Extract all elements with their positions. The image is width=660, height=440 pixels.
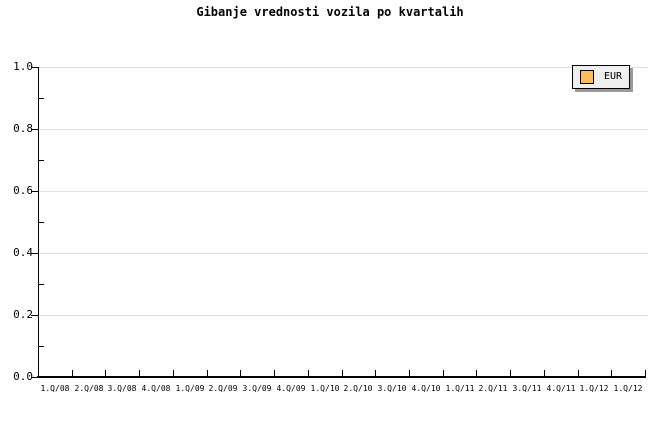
y-axis-major-tick — [31, 315, 38, 316]
x-tick-label: 4.Q/08 — [141, 384, 171, 393]
y-axis-major-tick — [31, 377, 38, 378]
x-axis-tick — [375, 370, 376, 377]
x-tick-label: 1.Q/12 — [579, 384, 609, 393]
y-axis-major-tick — [31, 191, 38, 192]
x-tick-label: 2.Q/08 — [74, 384, 104, 393]
y-axis-major-tick — [31, 67, 38, 68]
gridline — [38, 253, 648, 254]
y-tick-label: 0.2 — [13, 308, 33, 321]
gridline — [38, 67, 648, 68]
x-axis-tick — [476, 370, 477, 377]
x-tick-label: 1.Q/10 — [310, 384, 340, 393]
y-tick-label: 1.0 — [13, 60, 33, 73]
y-tick-label: 0.0 — [13, 370, 33, 383]
x-axis-tick — [308, 370, 309, 377]
y-axis-major-tick — [31, 253, 38, 254]
x-axis-tick — [611, 370, 612, 377]
x-axis-tick — [173, 370, 174, 377]
y-axis-line — [38, 67, 39, 378]
x-axis-tick — [510, 370, 511, 377]
x-tick-label: 3.Q/08 — [107, 384, 137, 393]
x-tick-label: 3.Q/11 — [512, 384, 542, 393]
x-axis-tick — [274, 370, 275, 377]
x-axis-tick — [240, 370, 241, 377]
y-axis-minor-tick — [39, 98, 44, 99]
y-axis-minor-tick — [39, 160, 44, 161]
x-axis-line — [37, 376, 646, 378]
x-axis-tick — [207, 370, 208, 377]
x-tick-label: 4.Q/11 — [546, 384, 576, 393]
x-tick-label: 2.Q/09 — [208, 384, 238, 393]
x-tick-label: 2.Q/11 — [478, 384, 508, 393]
gridline — [38, 191, 648, 192]
legend-label: EUR — [604, 71, 623, 82]
y-axis-minor-tick — [39, 346, 44, 347]
x-tick-label: 1.Q/08 — [40, 384, 70, 393]
x-axis-tick — [645, 370, 646, 377]
x-axis-tick — [105, 370, 106, 377]
y-axis-minor-tick — [39, 284, 44, 285]
x-tick-label: 2.Q/10 — [343, 384, 373, 393]
gridline — [38, 129, 648, 130]
y-axis-major-tick — [31, 129, 38, 130]
y-tick-label: 0.6 — [13, 184, 33, 197]
x-tick-label: 3.Q/09 — [242, 384, 272, 393]
legend-swatch-eur-icon — [580, 70, 594, 84]
y-axis-minor-tick — [39, 222, 44, 223]
x-tick-label: 1.Q/11 — [445, 384, 475, 393]
x-axis-tick — [578, 370, 579, 377]
x-axis-tick — [409, 370, 410, 377]
x-tick-label: 3.Q/10 — [377, 384, 407, 393]
x-tick-label: 1.Q/09 — [175, 384, 205, 393]
chart-title: Gibanje vrednosti vozila po kvartalih — [196, 5, 464, 19]
x-axis-tick — [139, 370, 140, 377]
legend: EUR — [572, 65, 630, 89]
x-axis-tick — [544, 370, 545, 377]
y-tick-label: 0.8 — [13, 122, 33, 135]
x-tick-label: 1.Q/12 — [613, 384, 643, 393]
y-tick-label: 0.4 — [13, 246, 33, 259]
x-tick-label: 4.Q/09 — [276, 384, 306, 393]
x-axis-tick — [443, 370, 444, 377]
x-tick-label: 4.Q/10 — [411, 384, 441, 393]
gridline — [38, 315, 648, 316]
x-axis-tick — [72, 370, 73, 377]
x-axis-tick — [342, 370, 343, 377]
